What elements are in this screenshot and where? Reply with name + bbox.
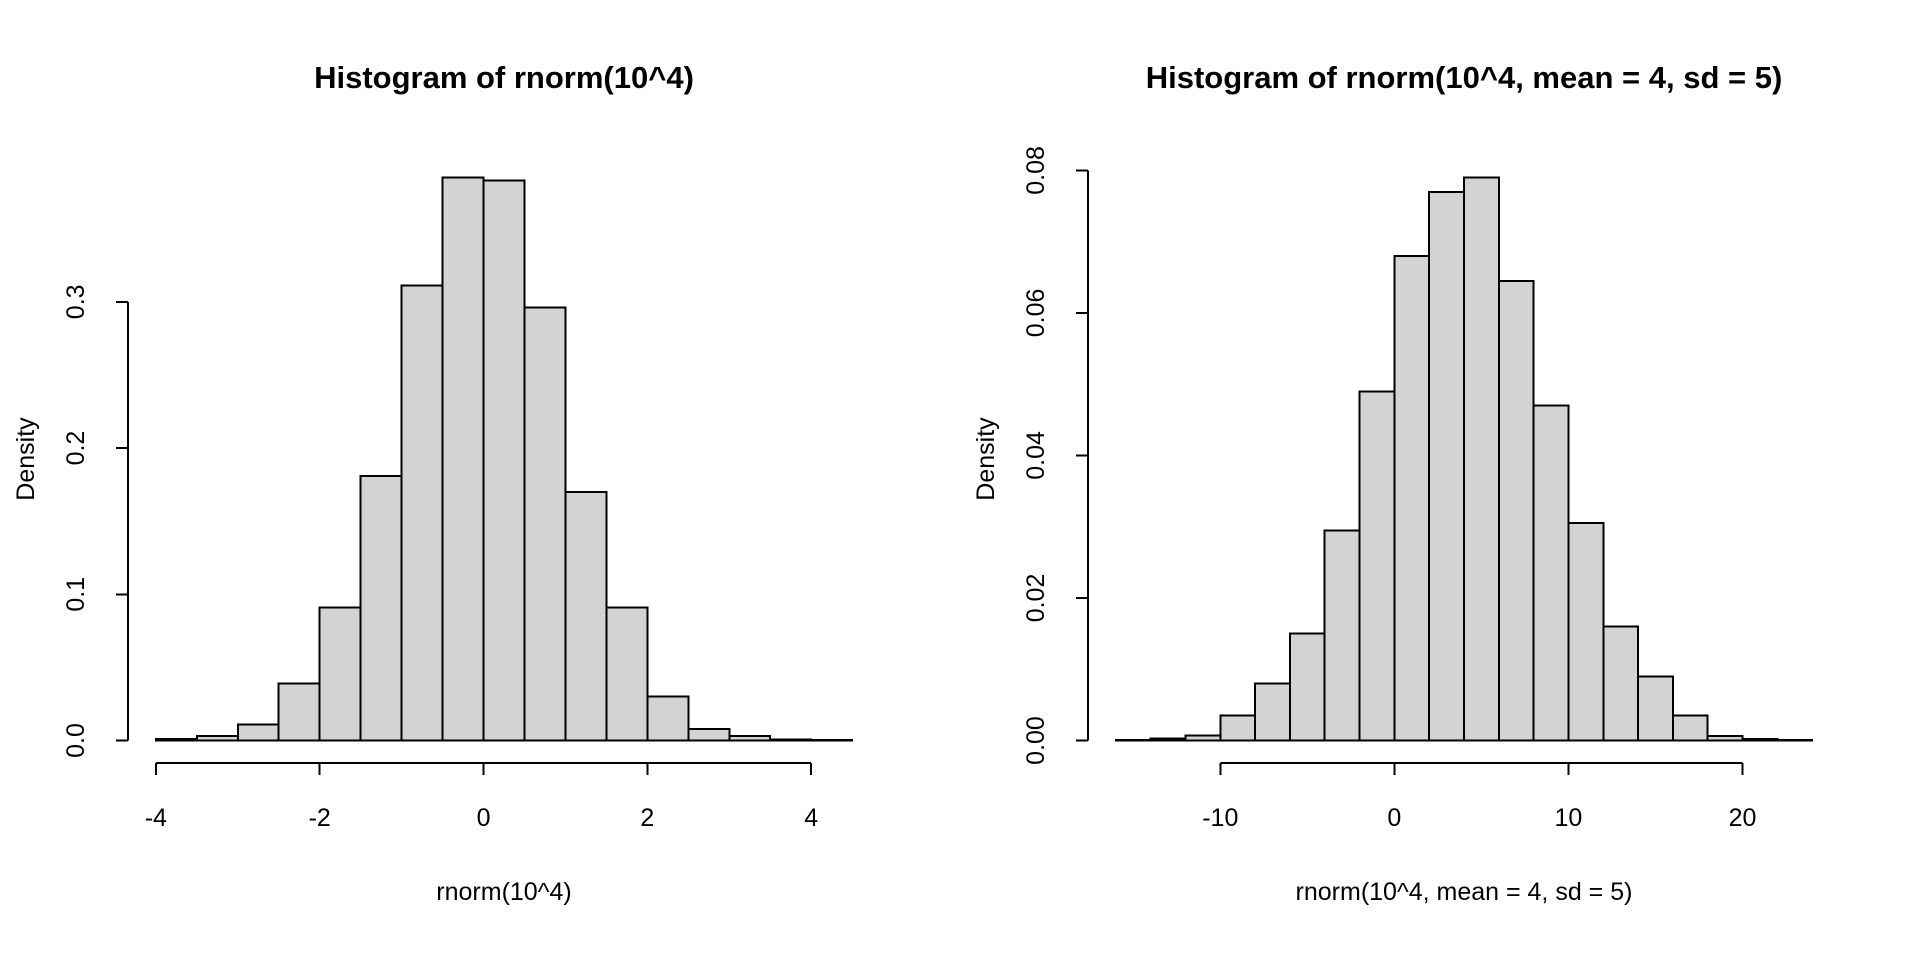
histogram-bar [441, 176, 485, 742]
histogram-bar [646, 695, 690, 742]
x-tick-label: 2 [640, 804, 654, 832]
histogram-bar [523, 306, 567, 742]
histogram-bar [236, 723, 280, 742]
histogram-bar [605, 606, 649, 742]
y-tick-label: 0.1 [62, 577, 90, 612]
histogram-bar [728, 735, 772, 742]
histogram-bar [195, 735, 239, 742]
histogram-panel-left: Histogram of rnorm(10^4) -4 -2 0 2 4 0.0 0.1 0.… [12, 60, 854, 906]
y-tick-label: 0.08 [1022, 146, 1050, 195]
histogram-bar [1741, 738, 1779, 742]
histogram-right-svg: -10 0 10 20 0.00 0.02 0.04 0.06 0.08 Histogram of… [972, 60, 1814, 906]
histogram-bar [1149, 737, 1187, 742]
histogram-bar [1428, 190, 1466, 742]
x-tick-label: 20 [1729, 804, 1757, 832]
histogram-bar [1776, 738, 1814, 742]
histogram-bar [1288, 632, 1326, 742]
histogram-bar [1463, 176, 1500, 742]
y-tick-label: 0.3 [62, 284, 90, 319]
histogram-bar [154, 738, 198, 742]
x-tick-label: -4 [145, 804, 167, 832]
histogram-bar [1532, 404, 1570, 742]
histogram-bar [1219, 714, 1257, 742]
y-tick-label: 0.0 [62, 723, 90, 758]
y-axis-title: Density [12, 417, 40, 501]
y-tick-label: 0.02 [1022, 574, 1050, 623]
histogram-bar [687, 727, 731, 742]
histogram-left-svg: -4 -2 0 2 4 0.0 0.1 0.2 0.3 Histogram of rnorm(10… [12, 60, 854, 906]
x-axis-title: rnorm(10^4, mean = 4, sd = 5) [1296, 878, 1633, 906]
histogram-bar [318, 606, 362, 742]
histogram-bar [1497, 279, 1535, 742]
histogram-bar [359, 474, 403, 742]
histogram-bar [1567, 522, 1605, 742]
histogram-bar [482, 179, 526, 742]
x-tick-label: -2 [309, 804, 331, 832]
x-axis-title: rnorm(10^4) [436, 878, 571, 906]
histogram-bar [1323, 529, 1361, 742]
histogram-bar [1358, 390, 1396, 742]
histogram-bar [1114, 738, 1152, 742]
histogram-bar [1393, 254, 1431, 742]
histogram-bar [564, 490, 608, 742]
histogram-bar [1706, 735, 1744, 742]
x-tick-label: 4 [804, 804, 818, 832]
histogram-bar [400, 284, 444, 742]
chart-title: Histogram of rnorm(10^4) [314, 60, 694, 95]
x-tick-label: -10 [1202, 804, 1238, 832]
histogram-panel-right: Histogram of rnorm(10^4, mean = 4, sd = … [960, 0, 1920, 960]
x-tick-label: 10 [1555, 804, 1583, 832]
chart-title: Histogram of rnorm(10^4, mean = 4, sd = … [1146, 60, 1783, 95]
histogram-bar [1602, 625, 1640, 742]
y-tick-label: 0.2 [62, 431, 90, 466]
histogram-bar [769, 738, 813, 742]
y-axis-title: Density [972, 417, 1000, 501]
x-tick-label: 0 [1387, 804, 1401, 832]
histogram-bar [277, 682, 321, 742]
histogram-bar [1254, 682, 1291, 742]
histogram-bar [1637, 675, 1674, 742]
y-tick-label: 0.06 [1022, 289, 1050, 338]
histogram-bar [1671, 714, 1709, 742]
y-tick-label: 0.04 [1022, 431, 1050, 480]
y-tick-label: 0.00 [1022, 716, 1050, 765]
histogram-bar [1184, 734, 1222, 742]
x-tick-label: 0 [477, 804, 491, 832]
